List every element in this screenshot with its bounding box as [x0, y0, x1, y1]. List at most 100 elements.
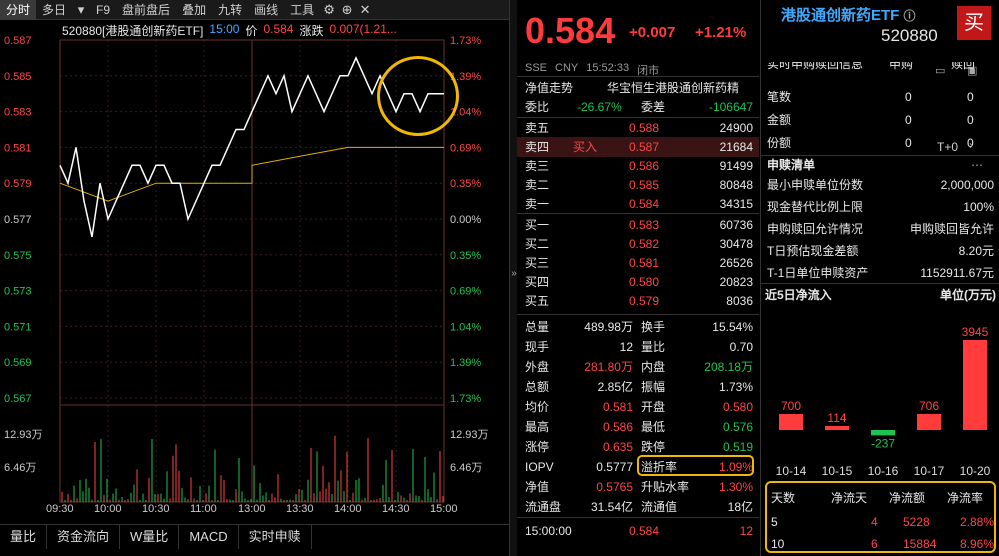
- bid-row[interactable]: 买三 0.581 26526: [517, 253, 759, 273]
- y-tick-label: 0.579: [4, 178, 32, 190]
- chart-frame: [59, 39, 445, 503]
- net-inflow-chart: 700 10-14 114 10-15 -237 10-16 706 10-17 3945 10-…: [776, 325, 991, 478]
- stat-value: 31.54亿: [590, 500, 633, 514]
- flow-days: 10: [771, 537, 785, 551]
- ask-row[interactable]: 卖四 买入 0.587 21684: [517, 137, 759, 157]
- realtime-sub: 0: [905, 113, 912, 127]
- pre-post-market-button[interactable]: 盘前盘后: [122, 2, 171, 17]
- nine-turn-button[interactable]: 九转: [218, 2, 243, 17]
- stat-value: 281.80万: [584, 360, 633, 374]
- stat-row: 流通盘 31.54亿 流通值 18亿: [517, 497, 759, 517]
- close-panel-icon[interactable]: ▣: [967, 65, 978, 77]
- realtime-row: 金额 0 0: [761, 109, 999, 131]
- etf-name[interactable]: 港股通创新药ETF ⓘ: [781, 4, 916, 25]
- draw-line-button[interactable]: 画线: [254, 2, 279, 17]
- close-icon[interactable]: ✕: [359, 1, 371, 17]
- bid-row[interactable]: 买一 0.583 60736: [517, 215, 759, 235]
- expand-arrow-icon[interactable]: »: [511, 268, 517, 279]
- y-pct-tick-label: 0.69%: [450, 286, 481, 298]
- stat-value: 1.73%: [718, 380, 753, 394]
- nav-trend-value: 华宝恒生港股通创新药精: [607, 81, 740, 95]
- realtime-row: 份额 0 0: [761, 132, 999, 154]
- ask-row[interactable]: 卖一 0.584 34315: [517, 194, 759, 214]
- flow-title: 近5日净流入: [765, 288, 832, 302]
- realtime-head-red: 赎回: [951, 62, 976, 71]
- ask-label: 卖二: [525, 178, 550, 192]
- price-change-pct: +1.21%: [695, 24, 747, 41]
- price-legend-value: 0.584: [263, 22, 294, 36]
- realtime-head: 实时申购赎回信息 申购 赎回: [761, 62, 999, 78]
- stat-label: 开盘: [641, 400, 666, 414]
- stat-value: 0.5777: [596, 460, 633, 474]
- realtime-label: 份额: [767, 136, 792, 150]
- tab-w-volume-ratio[interactable]: W量比: [120, 525, 180, 549]
- intraday-chart[interactable]: 0.587 1.73% 0.585 1.39% 0.583 1.04% 0.581 0.69%…: [0, 20, 509, 521]
- flow-table-header-cell: 净流率: [947, 491, 984, 505]
- ask-row[interactable]: 卖五 0.588 24900: [517, 118, 759, 138]
- tab-volume-ratio[interactable]: 量比: [0, 525, 48, 549]
- chart-symbol: 520880[港股通创新药ETF]: [62, 24, 204, 38]
- x-tick-label: 13:00: [238, 503, 266, 515]
- tab-realtime-creation[interactable]: 实时申赎: [239, 525, 312, 549]
- flow-rate: 8.96%: [959, 537, 994, 551]
- x-tick-label: 10:30: [142, 503, 170, 515]
- gear-icon[interactable]: ⚙: [323, 1, 335, 17]
- stat-label: 最高: [525, 420, 550, 434]
- y-tick-label: 0.571: [4, 321, 32, 333]
- tab-intraday[interactable]: 分时: [0, 0, 37, 20]
- y-pct-tick-label: 1.73%: [450, 35, 481, 47]
- stat-row: 外盘 281.80万 内盘 208.18万: [517, 357, 759, 377]
- tab-macd[interactable]: MACD: [179, 525, 239, 549]
- inflow-bar: [825, 426, 849, 430]
- inflow-value: -237: [871, 436, 895, 450]
- collapse-icon[interactable]: ▭: [935, 65, 946, 77]
- y-pct-tick-label: 0.35%: [450, 250, 481, 262]
- creation-list-value: 2,000,000: [940, 178, 994, 192]
- pin-icon[interactable]: ⊕: [341, 1, 353, 17]
- buy-button[interactable]: 买: [957, 6, 991, 40]
- stat-row: 总额 2.85亿 振幅 1.73%: [517, 377, 759, 397]
- creation-list-label: 最小申赎单位份数: [767, 178, 864, 192]
- inflow-bar: [871, 430, 895, 436]
- inflow-date: 10-20: [960, 464, 991, 478]
- indicator-tabs: 量比 资金流向 W量比 MACD 实时申赎: [0, 524, 509, 549]
- chart-time: 15:00: [209, 22, 240, 36]
- order-ratio-row: 委比 -26.67% 委差 -106647: [517, 97, 759, 117]
- inflow-value: 114: [827, 411, 846, 425]
- bid-row[interactable]: 买四 0.580 20823: [517, 272, 759, 292]
- stat-row: 涨停 0.635 跌停 0.519: [517, 437, 759, 457]
- inflow-value: 3945: [962, 325, 989, 339]
- bid-price: 0.583: [629, 218, 660, 232]
- stat-value: 208.18万: [704, 360, 753, 374]
- info-icon[interactable]: ⓘ: [903, 9, 916, 23]
- chevron-right-icon[interactable]: ›: [969, 138, 973, 152]
- f9-button[interactable]: F9: [96, 2, 111, 17]
- y-pct-tick-label: 1.04%: [450, 321, 481, 333]
- quote-panel: 0.584 +0.007 +1.21% SSE CNY 15:52:33 闭市 …: [517, 0, 759, 556]
- stat-label: 内盘: [641, 360, 666, 374]
- bid-price: 0.579: [629, 294, 660, 308]
- stat-label: 流通盘: [525, 500, 562, 514]
- stat-value: 0.5765: [596, 480, 633, 494]
- nav-trend-row[interactable]: 净值走势 华宝恒生港股通创新药精: [517, 78, 759, 98]
- panel-divider[interactable]: »: [509, 0, 517, 556]
- flow-amount: 5228: [903, 515, 930, 529]
- stat-label: 量比: [641, 340, 666, 354]
- bid-label: 买一: [525, 218, 550, 232]
- bid-row[interactable]: 买二 0.582 30478: [517, 234, 759, 254]
- bid-row[interactable]: 买五 0.579 8036: [517, 291, 759, 311]
- stat-value: 0.70: [729, 340, 753, 354]
- tab-fund-flow[interactable]: 资金流向: [47, 525, 121, 549]
- y-tick-label: 0.569: [4, 357, 32, 369]
- stat-label: 振幅: [641, 380, 666, 394]
- inflow-bar: [917, 413, 941, 430]
- ask-row[interactable]: 卖二 0.585 80848: [517, 175, 759, 195]
- volume-tick-label: 12.93万: [4, 429, 43, 441]
- overlay-button[interactable]: 叠加: [182, 2, 207, 17]
- tools-button[interactable]: 工具: [290, 2, 315, 17]
- chevron-down-icon[interactable]: ▾: [77, 1, 85, 17]
- more-icon[interactable]: ⋯: [971, 158, 983, 172]
- exchange: SSE: [525, 62, 548, 74]
- ask-row[interactable]: 卖三 0.586 91499: [517, 156, 759, 176]
- tab-multi-day[interactable]: 多日: [42, 2, 67, 17]
